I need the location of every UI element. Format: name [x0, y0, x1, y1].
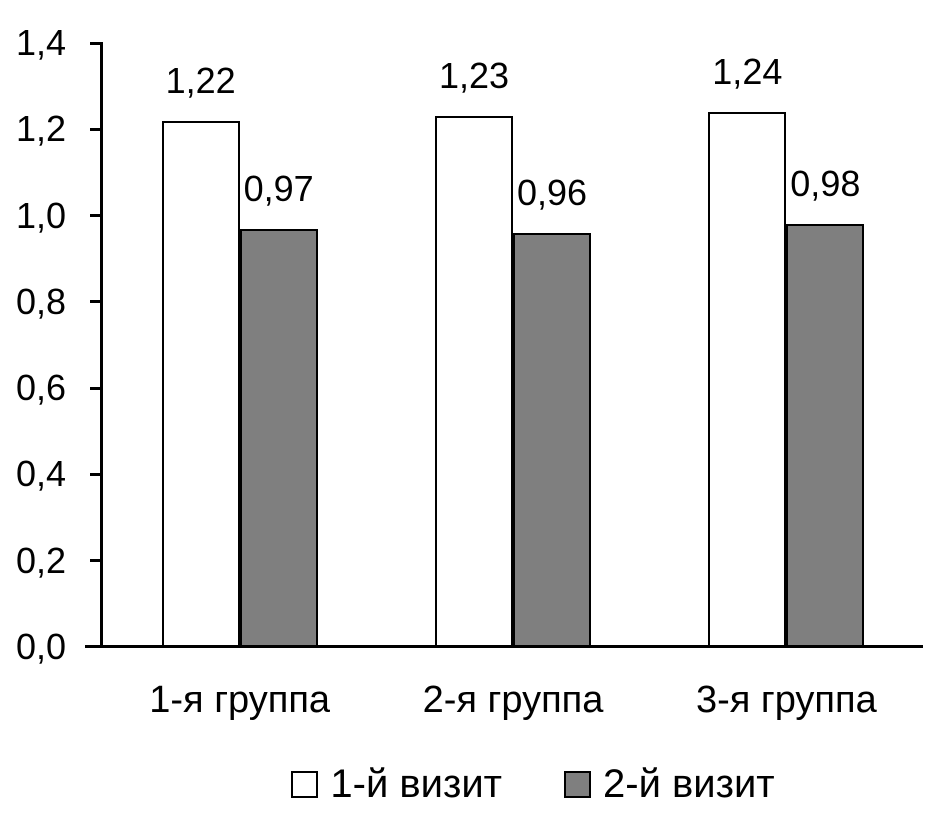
y-tick-mark	[90, 127, 103, 131]
y-tick-label: 1,4	[15, 22, 66, 63]
bar-value-label: 1,22	[165, 59, 236, 101]
y-tick-mark	[90, 41, 103, 45]
bar-group2-visit2	[513, 232, 591, 647]
y-tick-mark	[90, 386, 103, 390]
bar-group1-visit1	[161, 120, 240, 647]
legend-swatch-icon	[291, 770, 319, 798]
legend: 1-й визит 2-й визит	[123, 762, 929, 806]
y-tick-label: 0,2	[15, 539, 66, 581]
y-tick-mark	[90, 300, 103, 304]
bar-value-label: 0,96	[516, 171, 588, 213]
legend-label: 2-й визит	[603, 762, 775, 806]
legend-label: 1-й визит	[330, 762, 502, 806]
category-label-group1: 1-я группа	[149, 679, 331, 721]
y-tick-label: 1,2	[15, 108, 66, 150]
y-tick-mark	[90, 559, 103, 563]
category-label-group2: 2-я группа	[422, 679, 604, 721]
legend-item-visit1: 1-й визит	[291, 762, 502, 806]
plot-area: 1,22 0,97 1,23 0,96 1,24 0,98	[103, 43, 923, 647]
y-axis-line	[100, 43, 103, 647]
bar-value-label: 0,98	[790, 163, 861, 205]
bar-value-label: 1,23	[438, 55, 510, 97]
bar-group3-visit1	[708, 112, 787, 647]
legend-item-visit2: 2-й визит	[564, 762, 775, 806]
y-tick-label: 0,8	[15, 280, 66, 322]
category-label-group3: 3-я группа	[695, 679, 877, 721]
y-tick-mark	[90, 472, 103, 476]
bar-group3-visit2	[786, 224, 865, 647]
y-tick-mark	[90, 214, 103, 218]
y-tick-label: 0,0	[15, 626, 66, 667]
legend-swatch-icon	[564, 770, 591, 798]
bar-value-label: 1,24	[712, 51, 783, 93]
bar-group1-visit2	[239, 228, 318, 647]
y-tick-label: 0,6	[15, 367, 66, 409]
bar-group2-visit1	[435, 116, 513, 647]
bar-value-label: 0,97	[243, 167, 314, 209]
y-tick-label: 0,4	[15, 453, 66, 495]
y-tick-label: 1,0	[15, 194, 66, 236]
